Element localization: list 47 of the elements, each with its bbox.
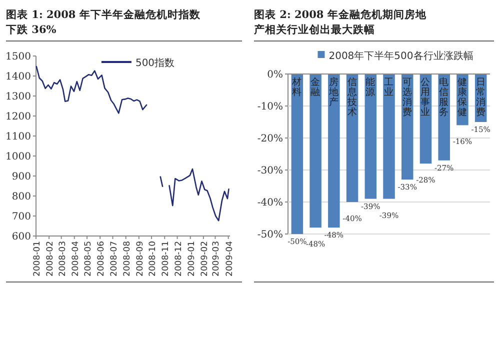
x-tick-label: 2008-01 [32, 241, 42, 277]
y-tick-label: 700 [12, 212, 31, 222]
y-tick-label: -20% [257, 134, 283, 144]
x-tick-label: 2008-08 [122, 241, 132, 277]
x-tick-label: 金融 [310, 76, 321, 98]
y-tick-label: 600 [12, 232, 31, 242]
y-tick-label: 1400 [6, 72, 31, 82]
x-tick-label: 2008-02 [46, 241, 56, 277]
x-tick-label: 2008-06 [96, 241, 107, 277]
y-tick-label: 800 [12, 192, 31, 202]
y-tick-label: 1200 [6, 112, 31, 122]
y-tick-label: 1500 [6, 52, 31, 62]
x-tick-label: 日常消费 [476, 77, 486, 118]
x-tick-label: 2008-10 [148, 241, 158, 277]
y-tick-label: 1000 [6, 152, 31, 162]
y-tick-label: -40% [257, 198, 283, 208]
x-tick-label: 2008-09 [135, 241, 146, 277]
x-tick-label: 材料 [291, 76, 302, 98]
x-tick-label: 公用事业 [420, 76, 431, 118]
x-tick-label: 2009-03 [212, 241, 222, 277]
x-tick-label: 2009-04 [224, 241, 235, 277]
y-tick-label: 0% [267, 70, 283, 80]
chart-title: 图表 2: 2008 年金融危机期间房地产相关行业创出最大跌幅 [253, 8, 428, 36]
y-tick-label: 900 [12, 172, 31, 182]
legend-label: 2008年下半年500各行业涨跌幅 [328, 50, 474, 62]
x-tick-label: 可选消费 [402, 77, 412, 118]
legend-label: 500指数 [135, 57, 175, 69]
x-tick-label: 2009-02 [200, 241, 210, 277]
x-tick-label: 2009-01 [186, 241, 197, 277]
x-tick-label: 2008-12 [174, 241, 184, 277]
x-tick-label: 工业 [384, 77, 394, 98]
x-tick-label: 电信服务 [439, 76, 450, 118]
x-tick-label: 信息技术 [346, 76, 358, 118]
y-tick-label: -50% [257, 230, 283, 240]
y-tick-label: -30% [257, 166, 283, 176]
x-tick-label: 能源 [366, 76, 376, 98]
x-tick-label: 2008-05 [84, 241, 94, 277]
x-tick-label: 房地产 [328, 76, 339, 108]
y-tick-label: 1100 [6, 132, 31, 142]
y-tick-label: -10% [257, 102, 283, 112]
x-tick-label: 2008-11 [161, 241, 172, 277]
x-tick-label: 健康保健 [457, 77, 468, 118]
x-tick-label: 2008-07 [109, 241, 120, 277]
y-tick-label: 1300 [6, 92, 31, 102]
chart-title: 图表 1: 2008 年下半年金融危机时指数下跌 36% [5, 8, 202, 36]
x-tick-label: 2008-03 [58, 241, 68, 277]
x-tick-label: 2008-04 [70, 241, 81, 277]
